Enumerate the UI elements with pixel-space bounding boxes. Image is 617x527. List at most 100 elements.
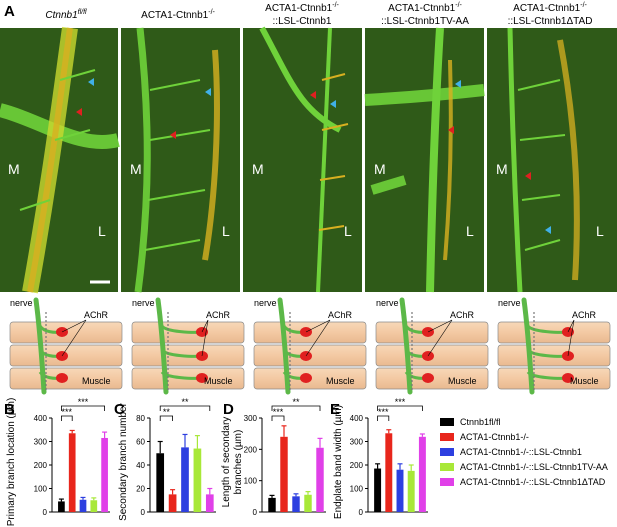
bar bbox=[205, 494, 214, 512]
col-title-4-line2: ::LSL-Ctnnb1TV-AA bbox=[381, 16, 469, 27]
micrograph-5: M L bbox=[487, 27, 617, 293]
bar bbox=[385, 433, 393, 512]
y-tick-label: 60 bbox=[136, 438, 145, 447]
achr-leader bbox=[305, 319, 331, 357]
achr-label: AChR bbox=[328, 310, 353, 320]
nerve-trunk bbox=[521, 297, 535, 395]
region-label-m: M bbox=[130, 161, 142, 177]
achr-leader bbox=[61, 319, 87, 333]
region-label-l: L bbox=[344, 223, 352, 239]
nerve-label: nerve bbox=[498, 298, 521, 308]
muscle-label: Muscle bbox=[204, 376, 233, 386]
nerve-trunk bbox=[277, 297, 291, 395]
achr-leader bbox=[567, 319, 575, 357]
region-label-l: L bbox=[98, 223, 106, 239]
legend-label: ACTA1-Ctnnb1-/-::LSL-Ctnnb1 bbox=[460, 447, 582, 457]
y-tick-label: 80 bbox=[136, 414, 145, 423]
arrow-blue bbox=[330, 100, 336, 108]
bar bbox=[396, 469, 404, 512]
arrow-red bbox=[310, 91, 316, 99]
nerve-label: nerve bbox=[132, 298, 155, 308]
legend-swatch bbox=[440, 433, 454, 441]
y-tick-label: 100 bbox=[244, 477, 258, 486]
achr-leader bbox=[201, 319, 209, 357]
significance-bracket bbox=[377, 405, 423, 411]
bar bbox=[268, 497, 276, 512]
y-tick-label: 300 bbox=[350, 438, 364, 447]
y-tick-label: 40 bbox=[136, 461, 145, 470]
micrograph-4: M L bbox=[364, 27, 485, 293]
chart-B: 0 100 200 300 400 *** *** bbox=[34, 397, 110, 517]
y-tick-label: 0 bbox=[43, 508, 48, 517]
arrow-blue bbox=[205, 88, 211, 96]
bar-charts: B C D E Primary branch location (µm) Sec… bbox=[4, 397, 428, 526]
micrograph-2: M L bbox=[121, 27, 240, 293]
region-label-m: M bbox=[496, 161, 508, 177]
significance-label: *** bbox=[78, 397, 89, 407]
schematic-3: nerve AChR Muscle bbox=[253, 297, 367, 395]
arrow-blue bbox=[455, 80, 461, 88]
legend-label: ACTA1-Ctnnb1-/-::LSL-Ctnnb1ΔTAD bbox=[460, 477, 606, 487]
bar bbox=[90, 500, 98, 512]
micrograph-3: M L bbox=[243, 26, 362, 293]
achr-label: AChR bbox=[206, 310, 231, 320]
bar bbox=[418, 436, 426, 512]
achr-cluster bbox=[56, 373, 68, 383]
significance-label: *** bbox=[378, 407, 389, 417]
chart-C: 0 20 40 60 80 ** ** bbox=[136, 397, 216, 517]
significance-label: *** bbox=[62, 407, 73, 417]
achr-leader bbox=[567, 319, 575, 333]
region-label-l: L bbox=[466, 223, 474, 239]
y-tick-label: 200 bbox=[244, 445, 258, 454]
achr-label: AChR bbox=[450, 310, 475, 320]
significance-bracket bbox=[61, 415, 73, 421]
schematic-2: nerve AChR Muscle bbox=[131, 297, 245, 395]
nerve-label: nerve bbox=[10, 298, 33, 308]
achr-leader bbox=[427, 319, 453, 357]
panel-d-ylabel-line1: Length of secondary bbox=[221, 417, 232, 508]
schematic-row: nerve AChR Muscle nerve AChR Muscle nerve AChR M… bbox=[9, 297, 611, 395]
bar bbox=[156, 453, 165, 512]
significance-bracket bbox=[377, 415, 390, 421]
legend-label: Ctnnb1fl/fl bbox=[460, 417, 501, 427]
muscle-label: Muscle bbox=[570, 376, 599, 386]
bar bbox=[374, 468, 382, 512]
col-title-4: ACTA1-Ctnnb1-/- bbox=[388, 2, 462, 14]
legend-swatch bbox=[440, 463, 454, 471]
panel-a-letter: A bbox=[4, 3, 15, 20]
significance-bracket bbox=[159, 405, 211, 411]
y-tick-label: 200 bbox=[34, 461, 48, 470]
significance-bracket bbox=[271, 405, 321, 411]
achr-label: AChR bbox=[84, 310, 109, 320]
achr-leader bbox=[61, 319, 87, 357]
achr-leader bbox=[201, 319, 209, 333]
schematic-5: nerve AChR Muscle bbox=[497, 297, 611, 395]
nerve-trunk bbox=[33, 297, 47, 395]
significance-label: *** bbox=[273, 407, 284, 417]
legend-swatch bbox=[440, 478, 454, 486]
bar bbox=[407, 470, 415, 512]
panel-e-letter: E bbox=[330, 401, 340, 418]
achr-cluster bbox=[562, 373, 574, 383]
col-title-5-line2: ::LSL-Ctnnb1ΔTAD bbox=[508, 16, 593, 27]
bar bbox=[58, 501, 65, 512]
panel-d-letter: D bbox=[223, 401, 234, 418]
nerve-label: nerve bbox=[376, 298, 399, 308]
y-tick-label: 400 bbox=[350, 414, 364, 423]
legend-label: ACTA1-Ctnnb1-/-::LSL-Ctnnb1TV-AA bbox=[460, 462, 608, 472]
significance-label: ** bbox=[181, 397, 189, 407]
muscle-label: Muscle bbox=[326, 376, 355, 386]
y-tick-label: 0 bbox=[253, 508, 258, 517]
y-tick-label: 0 bbox=[359, 508, 364, 517]
bar bbox=[193, 448, 202, 512]
significance-bracket bbox=[159, 415, 173, 421]
col-title-1: Ctnnb1fl/fl bbox=[45, 9, 87, 21]
legend-swatch bbox=[440, 448, 454, 456]
bar bbox=[280, 436, 288, 512]
panel-b-letter: B bbox=[4, 401, 15, 418]
col-title-3-line2: ::LSL-Ctnnb1 bbox=[273, 16, 332, 27]
achr-leader bbox=[427, 319, 453, 333]
micrograph-1: M L bbox=[0, 26, 120, 294]
